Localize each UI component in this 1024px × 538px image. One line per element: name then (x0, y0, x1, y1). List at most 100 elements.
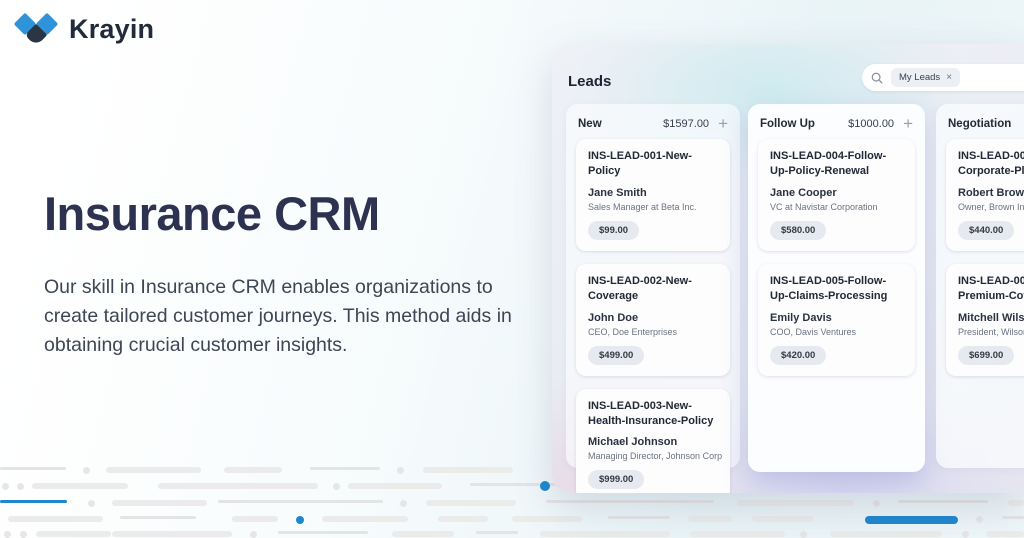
decorative-dash (688, 516, 732, 522)
lead-value-badge: $499.00 (588, 345, 645, 365)
lead-person: Emily Davis (770, 311, 832, 324)
decorative-dash (0, 500, 67, 503)
decorative-dash (986, 531, 1024, 537)
decorative-dash (470, 483, 560, 486)
decorative-dash (224, 467, 282, 473)
column-amount: $1000.00 (848, 117, 895, 130)
lead-value-badge: $580.00 (770, 220, 827, 240)
decorative-dash (333, 483, 340, 490)
decorative-dash (690, 531, 785, 537)
decorative-dash (476, 531, 518, 534)
decorative-dash (348, 483, 442, 489)
decorative-dash (800, 531, 807, 538)
lead-value-badge: $699.00 (958, 345, 1015, 365)
lead-title: INS-LEAD-004-Follow-Up-Policy-Renewal (770, 150, 887, 178)
lead-role: Sales Manager at Beta Inc. (588, 201, 697, 212)
decorative-dash (752, 516, 814, 522)
decorative-dash (1002, 516, 1024, 519)
column-amount: $1597.00 (663, 117, 710, 130)
decorative-dash (0, 467, 66, 470)
add-lead-button[interactable]: + (903, 114, 913, 133)
lead-person: Mitchell Wilson (958, 311, 1024, 324)
add-lead-button[interactable]: + (718, 114, 728, 133)
decorative-dash (1008, 500, 1024, 506)
lead-card[interactable]: INS-LEAD-003-New-Health-Insurance-Policy… (576, 388, 730, 493)
kanban-column-new: New $1597.00 + INS-LEAD-001-New-Policy J… (566, 104, 740, 493)
lead-role: COO, Davis Ventures (770, 326, 857, 337)
decorative-dash (873, 500, 880, 507)
lead-title: INS-LEAD-001-New-Policy (588, 150, 692, 178)
decorative-dash (112, 531, 232, 537)
brand-name: Krayin (69, 13, 155, 44)
lead-person: Robert Brown (958, 186, 1024, 199)
decorative-dash (158, 483, 318, 489)
lead-card[interactable]: INS-LEAD-006-Corporate-Plan Robert Brown… (946, 139, 1024, 251)
lead-card[interactable]: INS-LEAD-005-Follow-Up-Claims-Processing… (758, 263, 915, 376)
decorative-dash (438, 516, 488, 522)
decorative-dash (32, 483, 128, 489)
kanban-column-follow-up: Follow Up $1000.00 + INS-LEAD-004-Follow… (748, 104, 925, 472)
decorative-dash (426, 500, 516, 506)
column-header: New $1597.00 + (566, 104, 740, 139)
lead-value-badge: $999.00 (588, 470, 645, 490)
lead-person: Jane Cooper (770, 186, 837, 199)
decorative-blue-dot (540, 481, 550, 491)
chip-close-icon[interactable]: × (946, 71, 953, 83)
decorative-dash (976, 516, 983, 523)
column-name: Follow Up (760, 117, 815, 130)
decorative-dash (830, 531, 942, 537)
filter-chip[interactable]: My Leads × (891, 68, 961, 87)
decorative-dash (400, 500, 407, 507)
lead-person: Michael Johnson (588, 436, 678, 449)
search-bar[interactable]: My Leads × (862, 64, 1024, 91)
lead-person: Jane Smith (588, 186, 647, 199)
decorative-dash (218, 500, 383, 503)
decorative-dash (540, 531, 670, 537)
decorative-dash (4, 531, 11, 538)
decorative-dash (8, 516, 103, 522)
decorative-dash (310, 467, 380, 470)
decorative-dash (423, 467, 513, 473)
decorative-dash (83, 467, 90, 474)
decorative-dash (737, 500, 854, 506)
lead-value-badge: $99.00 (588, 220, 640, 240)
column-header: Follow Up $1000.00 + (748, 104, 925, 139)
decorative-dash (250, 531, 257, 538)
column-name: New (578, 117, 602, 130)
decorative-dash (88, 500, 95, 507)
decorative-dash (20, 531, 27, 538)
lead-title: INS-LEAD-007-Premium-Cover (958, 274, 1024, 303)
column-header: Negotiation + (936, 104, 1024, 139)
crm-app-window: Leads My Leads × New $1597.00 + INS-LEAD… (552, 44, 1024, 493)
decorative-dash (392, 531, 454, 537)
lead-card[interactable]: INS-LEAD-002-New-Coverage John Doe CEO, … (576, 263, 730, 376)
lead-card[interactable]: INS-LEAD-004-Follow-Up-Policy-Renewal Ja… (758, 139, 915, 251)
lead-title: INS-LEAD-003-New-Health-Insurance-Policy (588, 399, 714, 427)
hero-description: Our skill in Insurance CRM enables organ… (44, 276, 512, 356)
filter-chip-label: My Leads (899, 72, 941, 83)
decorative-dash (2, 483, 9, 490)
leads-title: Leads (568, 73, 612, 90)
decorative-dash (546, 500, 714, 503)
decorative-dash (322, 516, 408, 522)
lead-card[interactable]: INS-LEAD-001-New-Policy Jane Smith Sales… (576, 139, 730, 251)
lead-title: INS-LEAD-006-Corporate-Plan (958, 150, 1024, 178)
decorative-dash (232, 516, 278, 522)
lead-role: President, Wilson & (958, 326, 1024, 337)
brand-logo: Krayin (13, 9, 155, 49)
lead-role: CEO, Doe Enterprises (588, 326, 678, 337)
decorative-dash (865, 516, 958, 524)
decorative-dash (397, 467, 404, 474)
decorative-dash (962, 531, 969, 538)
decorative-dash (512, 516, 582, 522)
krayin-logo-icon (13, 9, 60, 49)
decorative-dash (36, 531, 111, 537)
decorative-dash (112, 500, 207, 506)
lead-person: John Doe (588, 311, 639, 324)
search-icon (871, 72, 883, 84)
decorative-dash (120, 516, 196, 519)
column-name: Negotiation (948, 117, 1012, 130)
lead-card[interactable]: INS-LEAD-007-Premium-Cover Mitchell Wils… (946, 263, 1024, 376)
lead-title: INS-LEAD-002-New-Coverage (588, 274, 692, 303)
